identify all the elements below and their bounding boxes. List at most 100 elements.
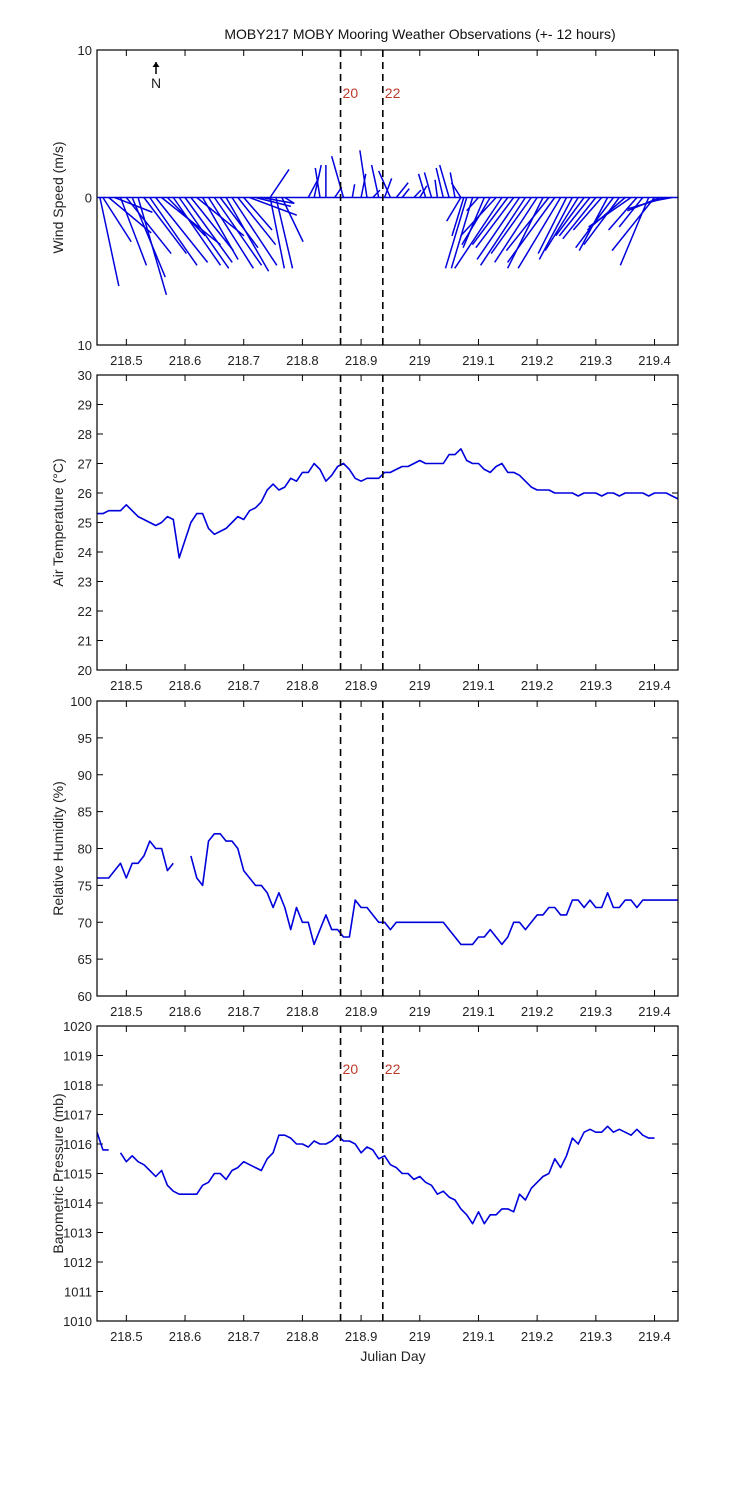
wind-vector [281,197,304,243]
wind-vector [558,197,591,237]
wind-vector [269,197,286,269]
wind-vector [460,196,497,237]
x-axis-label: Julian Day [360,1348,425,1364]
pressure-plot-area [97,1125,655,1225]
wind-vector [572,197,603,231]
wind-vector [102,197,132,243]
wind-vector [119,197,148,266]
wind-x-tick-label: 218.5 [110,353,143,368]
wind-vector [611,197,656,252]
wind-vector [618,197,644,228]
wind-vector [243,197,273,231]
pressure-x-tick-label: 218.7 [227,1329,260,1344]
wind-vector [219,197,259,249]
pressure-y-tick-label: 1017 [63,1108,92,1123]
wind-vector [451,197,465,237]
wind-vector [99,197,120,287]
wind-vector [417,173,427,198]
wind-vector [372,189,381,199]
humidity-y-tick-label: 80 [78,842,92,857]
humidity-x-tick-label: 219 [409,1004,431,1019]
wind-x-tick-label: 219 [409,353,431,368]
wind-vector [434,179,439,198]
wind-vector [269,169,290,198]
pressure-y-tick-label: 1019 [63,1049,92,1064]
humidity-x-tick-label: 218.6 [169,1004,202,1019]
humidity-y-tick-label: 100 [70,694,92,709]
humidity-x-tick-label: 219.1 [462,1004,495,1019]
wind-vector [506,197,544,269]
humidity-x-tick-label: 219.4 [638,1004,671,1019]
wind-vector [155,197,209,263]
pressure-y-tick-label: 1016 [63,1137,92,1152]
wind-vector [423,172,433,198]
wind-vector [261,196,295,205]
wind-vector [475,197,515,249]
air-temp-y-tick-label: 27 [78,457,92,472]
wind-vector [143,197,188,255]
wind-vector [454,197,503,269]
pressure-panel: 218.5 218.6 218.7 218.8 218.9 219 219.1 219.2 21… [50,1019,679,1344]
wind-vector [137,197,168,296]
humidity-y-tick-label: 75 [78,878,92,893]
humidity-y-tick-label: 95 [78,731,92,746]
wind-vector [401,188,410,198]
humidity-x-tick-label: 219.2 [521,1004,554,1019]
wind-vector [213,197,263,266]
wind-vector [619,197,650,266]
humidity-x-tick-label: 218.5 [110,1004,143,1019]
wind-vector [314,167,321,198]
humidity-y-tick-label: 90 [78,768,92,783]
wind-vector [435,167,444,198]
wind-vector [544,197,579,251]
wind-vector [225,197,270,272]
humidity-y-axis-label: Relative Humidity (%) [50,781,66,916]
wind-x-tick-label: 219.4 [638,353,671,368]
air-temp-x-tick-label: 219.2 [521,678,554,693]
pressure-x-tick-label: 218.5 [110,1329,143,1344]
wind-vector [562,197,597,240]
wind-vector [586,196,626,231]
air-temp-y-tick-label: 22 [78,604,92,619]
wind-vector [476,197,521,260]
wind-vector [537,197,568,254]
wind-vector [359,150,368,198]
humidity-y-tick-label: 70 [78,915,92,930]
wind-vector [461,197,491,246]
air-temp-x-tick-label: 218.7 [227,678,260,693]
air-temp-y-tick-label: 21 [78,634,92,649]
humidity-y-tick-label: 60 [78,989,92,1004]
humidity-x-tick-label: 218.9 [345,1004,378,1019]
humidity-y-tick-label: 65 [78,952,92,967]
wind-vector [438,164,450,198]
north-arrow-icon [152,62,160,67]
pressure-x-tick-label: 219 [409,1329,431,1344]
wind-vector [506,197,556,263]
humidity-frame [96,700,679,997]
wind-vector [178,197,230,269]
wind-x-tick-label: 218.6 [169,353,202,368]
air-temp-x-tick-label: 218.9 [345,678,378,693]
air-temp-y-tick-label: 29 [78,398,92,413]
wind-vector [184,197,233,263]
wind-x-tick-label: 218.7 [227,353,260,368]
wind-vector [172,197,222,266]
wind-vector [444,197,468,269]
wind-vector [284,196,295,205]
wind-vector [490,197,532,254]
pressure-y-tick-label: 1013 [63,1226,92,1241]
pressure-x-tick-label: 219.1 [462,1329,495,1344]
air-temp-y-tick-label: 26 [78,486,92,501]
wind-vector [538,197,574,260]
wind-x-tick-label: 219.2 [521,353,554,368]
wind-vector [307,179,319,198]
pressure-y-axis-label: Barometric Pressure (mb) [50,1093,66,1253]
air-temp-x-tick-label: 219.4 [638,678,671,693]
wind-vector [275,197,294,269]
wind-vector [583,197,620,246]
wind-vector [450,182,462,198]
wind-y-tick-label: 10 [78,43,92,58]
wind-vector [450,197,474,269]
wind-y-tick-label: 0 [85,191,92,206]
